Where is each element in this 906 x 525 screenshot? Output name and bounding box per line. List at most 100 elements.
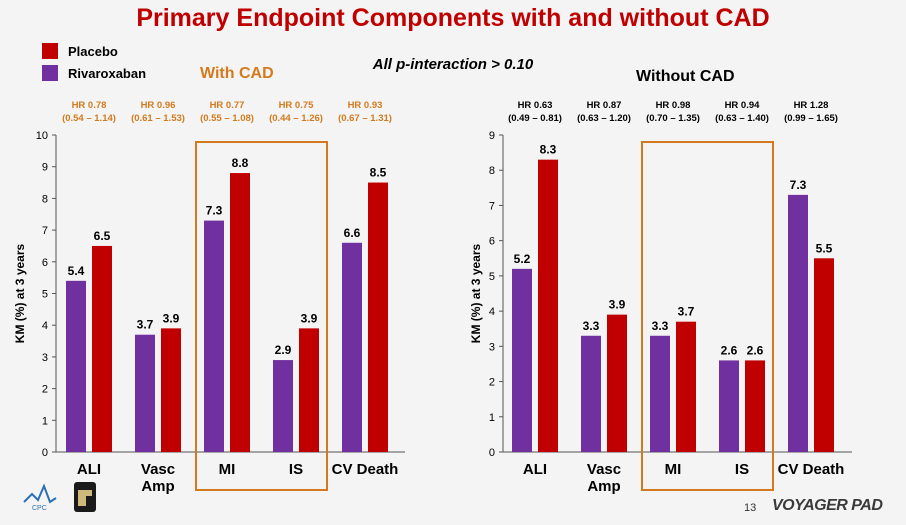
y-tick-label-without-cad: 1 — [489, 412, 495, 424]
y-tick-label-without-cad: 0 — [489, 447, 495, 459]
legend-swatch-rivaroxaban — [42, 65, 58, 81]
y-tick-label-with-cad: 9 — [42, 162, 48, 174]
value-label-rivaroxaban-with-cad: 6.6 — [344, 226, 361, 240]
value-label-rivaroxaban-with-cad: 2.9 — [275, 343, 292, 357]
y-tick-label-without-cad: 4 — [489, 306, 495, 318]
hr-ci-with-cad: (0.54 – 1.14) — [62, 113, 116, 124]
y-tick-label-with-cad: 10 — [36, 130, 48, 142]
value-label-rivaroxaban-without-cad: 3.3 — [652, 319, 669, 333]
hr-ci-without-cad: (0.49 – 0.81) — [508, 113, 562, 124]
category-label-without-cad: ALI — [523, 461, 547, 478]
y-axis-label-with-cad: KM (%) at 3 years — [13, 243, 27, 343]
y-tick-label-without-cad: 2 — [489, 377, 495, 389]
hr-value-without-cad: HR 0.63 — [518, 100, 553, 111]
hr-value-with-cad: HR 0.77 — [210, 100, 245, 111]
category-label-with-cad: IS — [289, 461, 303, 478]
y-tick-label-without-cad: 5 — [489, 271, 495, 283]
category-label-with-cad: Vasc — [141, 461, 175, 478]
hr-ci-without-cad: (0.70 – 1.35) — [646, 113, 700, 124]
value-label-placebo-without-cad: 3.9 — [609, 298, 626, 312]
bar-placebo-without-cad — [538, 159, 558, 452]
value-label-placebo-with-cad: 6.5 — [94, 229, 111, 243]
hr-ci-with-cad: (0.61 – 1.53) — [131, 113, 185, 124]
y-tick-label-with-cad: 3 — [42, 352, 48, 364]
bar-placebo-without-cad — [745, 360, 765, 452]
hr-value-without-cad: HR 0.87 — [587, 100, 622, 111]
hr-value-with-cad: HR 0.96 — [141, 100, 176, 111]
y-tick-label-with-cad: 0 — [42, 447, 48, 459]
bar-placebo-with-cad — [161, 328, 181, 452]
hr-value-without-cad: HR 1.28 — [794, 100, 829, 111]
highlight-box-without-cad — [641, 141, 774, 491]
bar-rivaroxaban-without-cad — [581, 335, 601, 452]
y-axis-label-without-cad: KM (%) at 3 years — [469, 243, 483, 343]
y-tick-label-with-cad: 2 — [42, 384, 48, 396]
bar-placebo-with-cad — [92, 245, 112, 452]
value-label-placebo-with-cad: 8.8 — [232, 156, 249, 170]
hr-ci-without-cad: (0.63 – 1.20) — [577, 113, 631, 124]
category-label-without-cad: IS — [735, 461, 749, 478]
y-tick-label-without-cad: 8 — [489, 165, 495, 177]
legend-label-placebo: Placebo — [68, 43, 118, 59]
value-label-placebo-without-cad: 3.7 — [678, 305, 695, 319]
chart-title-with-cad: With CAD — [200, 65, 274, 82]
y-tick-label-with-cad: 4 — [42, 320, 48, 332]
y-tick-label-without-cad: 9 — [489, 130, 495, 142]
value-label-placebo-with-cad: 3.9 — [163, 311, 180, 325]
hr-ci-with-cad: (0.55 – 1.08) — [200, 113, 254, 124]
hr-value-without-cad: HR 0.94 — [725, 100, 761, 111]
logos: CPC — [20, 480, 110, 521]
bar-rivaroxaban-with-cad — [342, 242, 362, 452]
bar-rivaroxaban-with-cad — [135, 334, 155, 452]
slide-number: 13 — [744, 502, 757, 514]
hr-ci-without-cad: (0.63 – 1.40) — [715, 113, 769, 124]
category-label-without-cad: Vasc — [587, 461, 621, 478]
bar-placebo-without-cad — [676, 321, 696, 452]
value-label-rivaroxaban-without-cad: 5.2 — [514, 252, 531, 266]
hr-value-with-cad: HR 0.93 — [348, 100, 383, 111]
hr-ci-with-cad: (0.44 – 1.26) — [269, 113, 323, 124]
bar-rivaroxaban-with-cad — [273, 360, 293, 452]
highlight-box-with-cad — [195, 141, 328, 491]
value-label-rivaroxaban-without-cad: 7.3 — [790, 178, 807, 192]
hr-value-without-cad: HR 0.98 — [656, 100, 691, 111]
y-tick-label-with-cad: 6 — [42, 257, 48, 269]
p-interaction-note: All p-interaction > 0.10 — [372, 56, 534, 73]
value-label-placebo-with-cad: 3.9 — [301, 311, 318, 325]
value-label-rivaroxaban-without-cad: 3.3 — [583, 319, 600, 333]
y-tick-label-without-cad: 3 — [489, 341, 495, 353]
value-label-placebo-without-cad: 8.3 — [540, 143, 557, 157]
value-label-rivaroxaban-with-cad: 7.3 — [206, 204, 223, 218]
value-label-rivaroxaban-with-cad: 5.4 — [68, 264, 85, 278]
legend: Placebo Rivaroxaban — [42, 40, 146, 84]
hr-ci-with-cad: (0.67 – 1.31) — [338, 113, 392, 124]
bar-placebo-with-cad — [230, 173, 250, 453]
bar-rivaroxaban-without-cad — [719, 360, 739, 452]
legend-item-rivaroxaban: Rivaroxaban — [42, 62, 146, 84]
bar-rivaroxaban-without-cad — [788, 194, 808, 452]
category-label-with-cad: CV Death — [332, 461, 399, 478]
brand-logo: VOYAGER PAD — [772, 497, 883, 514]
bar-placebo-with-cad — [299, 328, 319, 452]
y-tick-label-with-cad: 8 — [42, 193, 48, 205]
value-label-placebo-without-cad: 2.6 — [747, 343, 764, 357]
value-label-placebo-without-cad: 5.5 — [816, 241, 833, 255]
chart-title-without-cad: Without CAD — [636, 68, 735, 85]
bar-rivaroxaban-with-cad — [66, 280, 86, 452]
value-label-rivaroxaban-without-cad: 2.6 — [721, 343, 738, 357]
hr-value-with-cad: HR 0.78 — [72, 100, 107, 111]
hr-ci-without-cad: (0.99 – 1.65) — [784, 113, 838, 124]
category-label-without-cad: Amp — [587, 478, 620, 495]
bar-rivaroxaban-without-cad — [512, 268, 532, 452]
value-label-rivaroxaban-with-cad: 3.7 — [137, 318, 154, 332]
bar-placebo-without-cad — [814, 258, 834, 452]
cpc-logo-icon: CPC — [23, 482, 96, 512]
category-label-with-cad: ALI — [77, 461, 101, 478]
hr-value-with-cad: HR 0.75 — [279, 100, 315, 111]
bar-rivaroxaban-with-cad — [204, 220, 224, 452]
category-label-with-cad: Amp — [141, 478, 174, 495]
legend-item-placebo: Placebo — [42, 40, 146, 62]
slide-title: Primary Endpoint Components with and wit… — [136, 4, 770, 32]
y-tick-label-with-cad: 5 — [42, 289, 48, 301]
